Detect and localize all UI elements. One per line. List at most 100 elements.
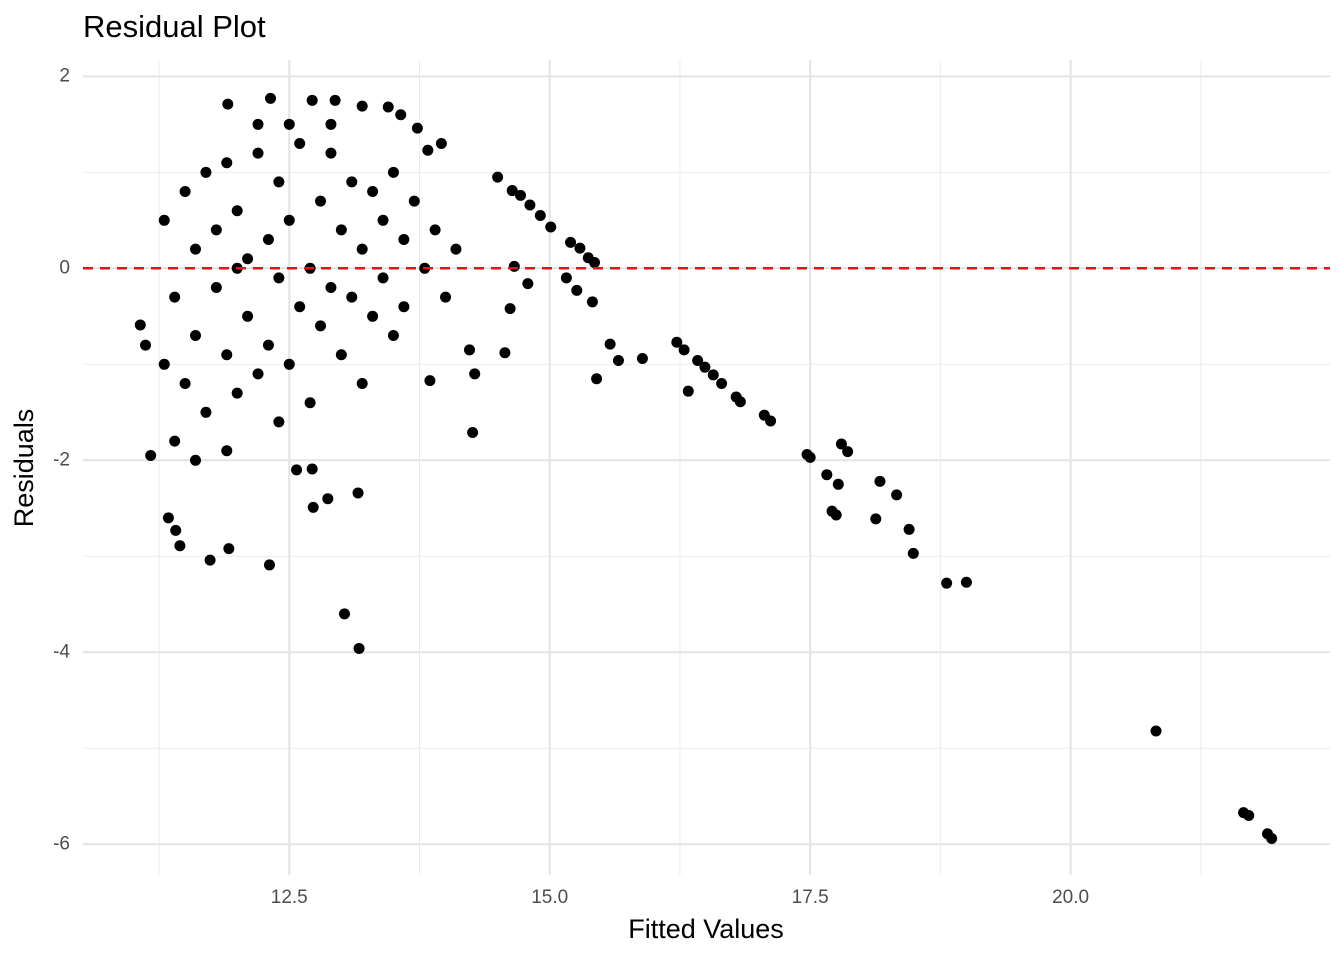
y-tick-label: 0 xyxy=(59,257,70,278)
point xyxy=(158,358,170,370)
point xyxy=(210,224,222,236)
point xyxy=(377,272,389,284)
point xyxy=(325,147,337,159)
point xyxy=(338,608,350,620)
point xyxy=(424,375,436,387)
point xyxy=(179,378,191,390)
point xyxy=(134,319,146,331)
point xyxy=(179,186,191,198)
point xyxy=(450,243,462,255)
point xyxy=(145,450,157,462)
point xyxy=(515,189,527,201)
point xyxy=(422,144,434,156)
point xyxy=(356,100,368,112)
point xyxy=(821,469,833,481)
point xyxy=(636,353,648,365)
point xyxy=(306,463,318,475)
point xyxy=(367,186,379,198)
point xyxy=(242,310,254,322)
point xyxy=(508,260,520,272)
point xyxy=(242,253,254,265)
point xyxy=(524,199,536,211)
point xyxy=(903,523,915,535)
point xyxy=(1261,828,1273,840)
point xyxy=(367,310,379,322)
point xyxy=(398,301,410,313)
point xyxy=(506,185,518,197)
point xyxy=(283,358,295,370)
point xyxy=(671,336,683,348)
y-axis-label: Residuals xyxy=(9,409,39,528)
point xyxy=(835,438,847,450)
point xyxy=(499,347,511,359)
point xyxy=(273,272,285,284)
point xyxy=(231,387,243,399)
point xyxy=(306,94,318,106)
point xyxy=(263,559,275,571)
point xyxy=(335,224,347,236)
point xyxy=(891,489,903,501)
point xyxy=(758,409,770,421)
point xyxy=(291,464,303,476)
point xyxy=(604,338,616,350)
point xyxy=(545,221,557,233)
point xyxy=(283,214,295,226)
point xyxy=(832,478,844,490)
point xyxy=(842,446,854,458)
y-tick-label: -2 xyxy=(53,449,70,470)
point xyxy=(408,195,420,207)
point xyxy=(377,214,389,226)
point xyxy=(874,475,886,487)
point xyxy=(522,278,534,290)
point xyxy=(504,303,516,315)
y-tick-label: -4 xyxy=(53,641,70,662)
point xyxy=(346,291,358,303)
point xyxy=(1150,725,1162,737)
point xyxy=(440,291,452,303)
point xyxy=(262,234,274,246)
point xyxy=(200,406,212,418)
point xyxy=(294,138,306,150)
point xyxy=(231,205,243,217)
point xyxy=(329,94,341,106)
point xyxy=(169,291,181,303)
x-tick-label: 15.0 xyxy=(531,887,568,908)
point xyxy=(463,344,475,356)
point xyxy=(210,282,222,294)
point xyxy=(826,505,838,517)
point xyxy=(356,378,368,390)
point xyxy=(222,98,234,110)
point xyxy=(190,330,202,342)
point xyxy=(492,171,504,183)
x-axis-label: Fitted Values xyxy=(628,914,784,944)
point xyxy=(730,391,742,403)
point xyxy=(322,493,334,505)
point xyxy=(395,109,407,121)
point xyxy=(190,243,202,255)
point xyxy=(692,354,704,366)
point xyxy=(190,454,202,466)
point xyxy=(435,138,447,150)
chart-title: Residual Plot xyxy=(83,9,266,44)
point xyxy=(387,330,399,342)
point xyxy=(169,435,181,447)
point xyxy=(273,416,285,428)
point xyxy=(221,349,233,361)
point xyxy=(469,368,481,380)
point xyxy=(960,576,972,588)
x-tick-label: 20.0 xyxy=(1052,887,1089,908)
point xyxy=(870,513,882,525)
point xyxy=(252,368,264,380)
point xyxy=(699,361,711,373)
point xyxy=(591,373,603,385)
point xyxy=(582,252,594,264)
point xyxy=(429,224,441,236)
point xyxy=(1238,807,1250,819)
point xyxy=(612,354,624,366)
point xyxy=(382,101,394,113)
point xyxy=(682,385,694,397)
point xyxy=(265,92,277,104)
point xyxy=(387,166,399,178)
point xyxy=(560,272,572,284)
point xyxy=(907,547,919,559)
